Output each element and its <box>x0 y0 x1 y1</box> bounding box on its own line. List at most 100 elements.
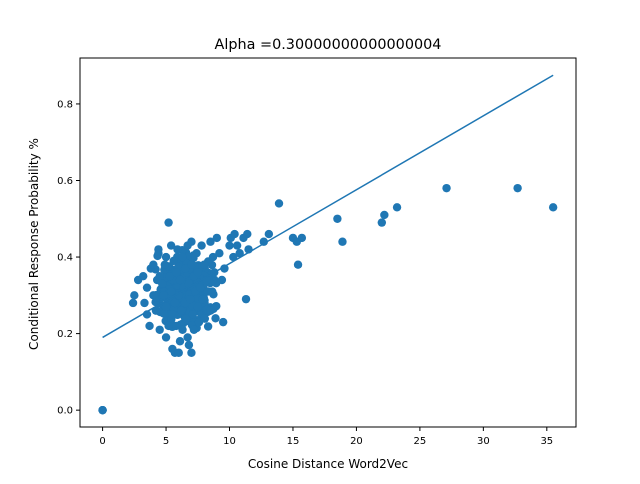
trend-line <box>102 74 554 339</box>
y-tick-label: 0.8 <box>57 99 73 110</box>
scatter-point <box>380 210 389 220</box>
scatter-point <box>164 321 173 331</box>
scatter-point <box>160 260 169 269</box>
scatter-point <box>333 214 342 223</box>
x-tick-label: 30 <box>477 436 490 447</box>
scatter-point <box>377 218 387 227</box>
scatter-point <box>182 314 191 323</box>
y-tick-label: 0.0 <box>57 406 73 417</box>
plot-area <box>98 74 558 415</box>
scatter-points <box>98 183 558 415</box>
scatter-point <box>180 264 190 273</box>
scatter-point <box>274 199 284 208</box>
scatter-point <box>155 271 164 281</box>
scatter-point <box>215 249 224 258</box>
y-axis-label: Conditional Response Probability % <box>27 138 41 350</box>
scatter-point <box>164 218 173 227</box>
x-tick-label: 15 <box>287 436 300 447</box>
scatter-point <box>203 287 213 296</box>
scatter-point <box>185 294 195 304</box>
scatter-point <box>159 309 168 318</box>
scatter-point <box>98 405 107 415</box>
scatter-point <box>170 298 180 308</box>
scatter-point <box>187 260 196 269</box>
scatter-point <box>159 291 168 300</box>
scatter-point <box>145 321 154 331</box>
x-tick-label: 25 <box>414 436 427 447</box>
scatter-point <box>199 260 209 269</box>
scatter-point <box>264 229 274 239</box>
scatter-point <box>225 241 234 250</box>
scatter-point <box>232 241 242 250</box>
scatter-point <box>189 325 199 334</box>
scatter-point <box>172 268 181 277</box>
scatter-point <box>197 241 206 250</box>
scatter-point <box>149 291 158 300</box>
scatter-point <box>259 237 268 246</box>
x-axis-label: Cosine Distance Word2Vec <box>248 457 408 471</box>
scatter-point <box>140 298 149 308</box>
x-tick-label: 0 <box>99 436 105 447</box>
scatter-point <box>184 340 194 350</box>
x-tick-label: 35 <box>540 436 553 447</box>
scatter-point <box>241 294 251 304</box>
scatter-point <box>230 229 239 239</box>
scatter-point <box>154 249 163 258</box>
scatter-point <box>203 322 213 331</box>
scatter-point <box>198 294 208 304</box>
plot-frame <box>79 57 577 428</box>
scatter-point <box>187 348 196 357</box>
scatter-point <box>174 291 183 300</box>
scatter-point <box>173 245 182 254</box>
scatter-point <box>128 298 138 308</box>
scatter-point <box>192 249 201 258</box>
scatter-point <box>243 229 252 239</box>
chart-title: Alpha =0.30000000000000004 <box>215 37 442 53</box>
scatter-point <box>183 333 192 342</box>
scatter-point <box>175 337 185 346</box>
y-tick-label: 0.6 <box>57 176 73 187</box>
scatter-point <box>165 271 175 281</box>
scatter-point <box>193 302 202 312</box>
scatter-point <box>338 237 347 246</box>
y-tick-label: 0.2 <box>57 329 73 340</box>
scatter-point <box>199 314 209 323</box>
scatter-point <box>206 306 215 315</box>
scatter-point <box>211 314 220 323</box>
scatter-point <box>169 256 178 266</box>
scatter-point <box>175 275 185 285</box>
scatter-point <box>166 241 176 250</box>
scatter-point <box>297 233 307 243</box>
scatter-point <box>178 325 187 334</box>
scatter-point <box>513 183 522 193</box>
scatter-point <box>206 237 215 246</box>
scatter-point <box>172 321 181 331</box>
scatter-point <box>177 306 186 315</box>
scatter-point <box>174 348 183 357</box>
scatter-point <box>217 275 227 285</box>
scatter-point <box>392 203 402 212</box>
scatter-point <box>139 271 148 281</box>
scatter-point <box>151 306 161 315</box>
scatter-point <box>235 249 244 258</box>
scatter-point <box>229 252 238 262</box>
scatter-point <box>293 260 303 269</box>
scatter-point <box>207 260 217 270</box>
scatter-point <box>196 283 205 292</box>
scatter-point <box>178 252 187 262</box>
axes: 0 5 10 15 20 25 30 35 0.0 0.2 0.4 0.6 0.8 <box>57 57 577 447</box>
scatter-point <box>142 283 152 292</box>
scatter-point <box>220 264 229 273</box>
scatter-point <box>208 252 218 262</box>
scatter-point <box>130 291 139 300</box>
scatter-point <box>187 237 196 246</box>
scatter-point <box>442 183 451 193</box>
scatter-point <box>193 268 202 277</box>
scatter-point <box>161 333 171 342</box>
x-tick-label: 20 <box>350 436 363 447</box>
scatter-point <box>161 252 171 262</box>
x-tick-label: 10 <box>223 436 236 447</box>
scatter-point <box>212 233 222 243</box>
